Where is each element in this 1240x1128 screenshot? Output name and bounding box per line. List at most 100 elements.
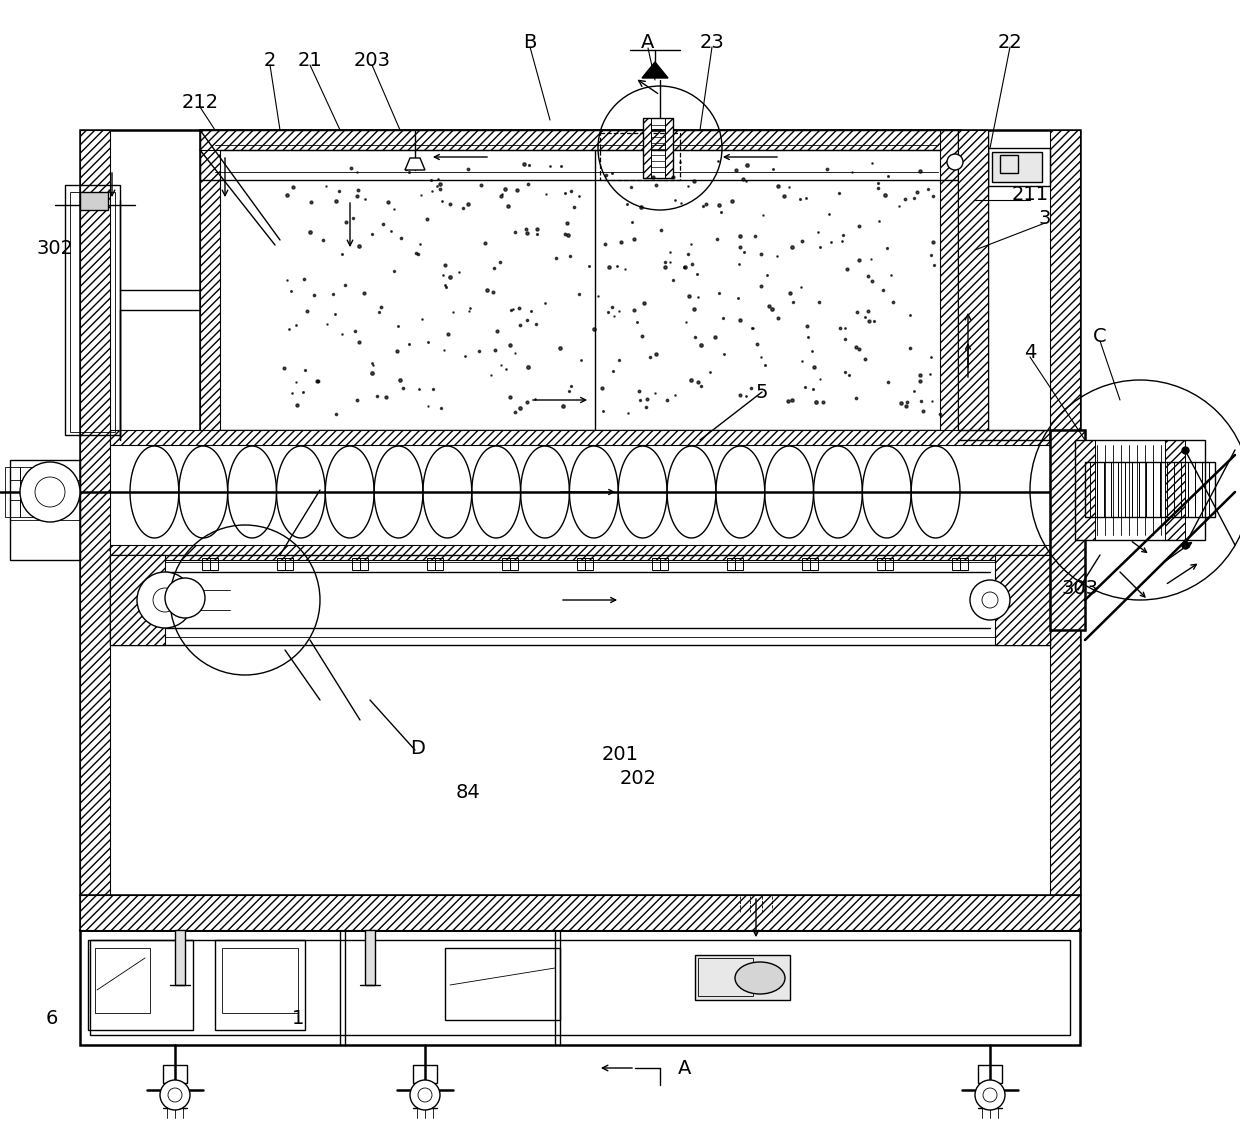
Bar: [1050, 130, 1080, 929]
Text: 6: 6: [46, 1008, 58, 1028]
Text: C: C: [1094, 326, 1107, 345]
Text: 4: 4: [1024, 343, 1037, 361]
Bar: [988, 148, 1050, 186]
Text: 2: 2: [264, 51, 277, 70]
Bar: [81, 895, 1080, 929]
Circle shape: [983, 1089, 997, 1102]
Bar: [1050, 430, 1085, 631]
Bar: [952, 558, 968, 570]
Bar: [577, 558, 593, 570]
Text: 202: 202: [620, 768, 656, 787]
Bar: [427, 558, 443, 570]
Bar: [352, 558, 368, 570]
Bar: [5, 467, 20, 517]
Bar: [698, 958, 753, 996]
Bar: [978, 1065, 1002, 1083]
Ellipse shape: [735, 962, 785, 994]
Bar: [222, 948, 298, 1013]
Bar: [413, 1065, 436, 1083]
Polygon shape: [405, 158, 425, 170]
Bar: [877, 558, 893, 570]
Text: 1: 1: [291, 1008, 304, 1028]
Circle shape: [20, 462, 81, 522]
Bar: [1085, 462, 1215, 517]
Bar: [200, 130, 960, 150]
Bar: [502, 558, 518, 570]
Bar: [1050, 430, 1085, 631]
Bar: [365, 929, 374, 985]
Circle shape: [160, 1079, 190, 1110]
Circle shape: [167, 1089, 182, 1102]
Bar: [200, 130, 960, 180]
Bar: [959, 130, 988, 440]
Bar: [64, 185, 120, 435]
Bar: [652, 558, 668, 570]
Text: 212: 212: [181, 92, 218, 112]
Bar: [110, 545, 1050, 559]
Text: A: A: [641, 33, 655, 52]
Bar: [91, 940, 1070, 1036]
Circle shape: [418, 1089, 432, 1102]
Bar: [81, 929, 1080, 1045]
Bar: [959, 130, 988, 440]
Bar: [10, 460, 81, 559]
Bar: [175, 929, 185, 985]
Bar: [727, 558, 743, 570]
Text: 201: 201: [601, 746, 639, 765]
Bar: [665, 118, 673, 178]
Bar: [277, 558, 293, 570]
Text: 22: 22: [998, 33, 1022, 52]
Bar: [940, 130, 960, 440]
Text: 203: 203: [353, 51, 391, 70]
Bar: [215, 940, 305, 1030]
Bar: [69, 192, 115, 432]
Bar: [110, 555, 165, 645]
Text: 3: 3: [1039, 209, 1052, 228]
Circle shape: [970, 580, 1011, 620]
Circle shape: [410, 1079, 440, 1110]
Bar: [994, 555, 1050, 645]
Bar: [81, 192, 108, 210]
Bar: [600, 133, 680, 180]
Text: 303: 303: [1061, 579, 1099, 598]
Text: 23: 23: [699, 33, 724, 52]
Bar: [992, 152, 1042, 182]
Bar: [81, 130, 110, 929]
Bar: [445, 948, 560, 1020]
Bar: [999, 155, 1018, 173]
Text: 302: 302: [36, 238, 73, 257]
Bar: [644, 118, 651, 178]
Bar: [88, 940, 193, 1030]
Text: A: A: [678, 1058, 692, 1077]
Bar: [115, 562, 1045, 637]
Bar: [95, 948, 150, 1013]
Bar: [802, 558, 818, 570]
Text: D: D: [410, 739, 425, 758]
Bar: [1075, 440, 1095, 540]
Circle shape: [35, 477, 64, 506]
Bar: [202, 558, 218, 570]
Circle shape: [153, 588, 177, 613]
Bar: [81, 895, 1080, 929]
Bar: [1166, 440, 1185, 540]
Bar: [162, 1065, 187, 1083]
Bar: [694, 955, 790, 1001]
Bar: [1075, 440, 1205, 540]
Text: 84: 84: [455, 783, 480, 802]
Text: B: B: [523, 33, 537, 52]
Bar: [110, 430, 1050, 446]
Bar: [81, 130, 1080, 929]
Bar: [110, 555, 1050, 645]
Circle shape: [975, 1079, 1004, 1110]
Circle shape: [165, 578, 205, 618]
Text: 211: 211: [1012, 185, 1049, 204]
Bar: [20, 467, 35, 517]
Circle shape: [982, 592, 998, 608]
Text: 5: 5: [755, 382, 769, 402]
Text: 21: 21: [298, 51, 322, 70]
Bar: [644, 118, 673, 178]
Bar: [200, 130, 219, 440]
Polygon shape: [642, 62, 668, 78]
Circle shape: [136, 572, 193, 628]
Circle shape: [947, 155, 963, 170]
